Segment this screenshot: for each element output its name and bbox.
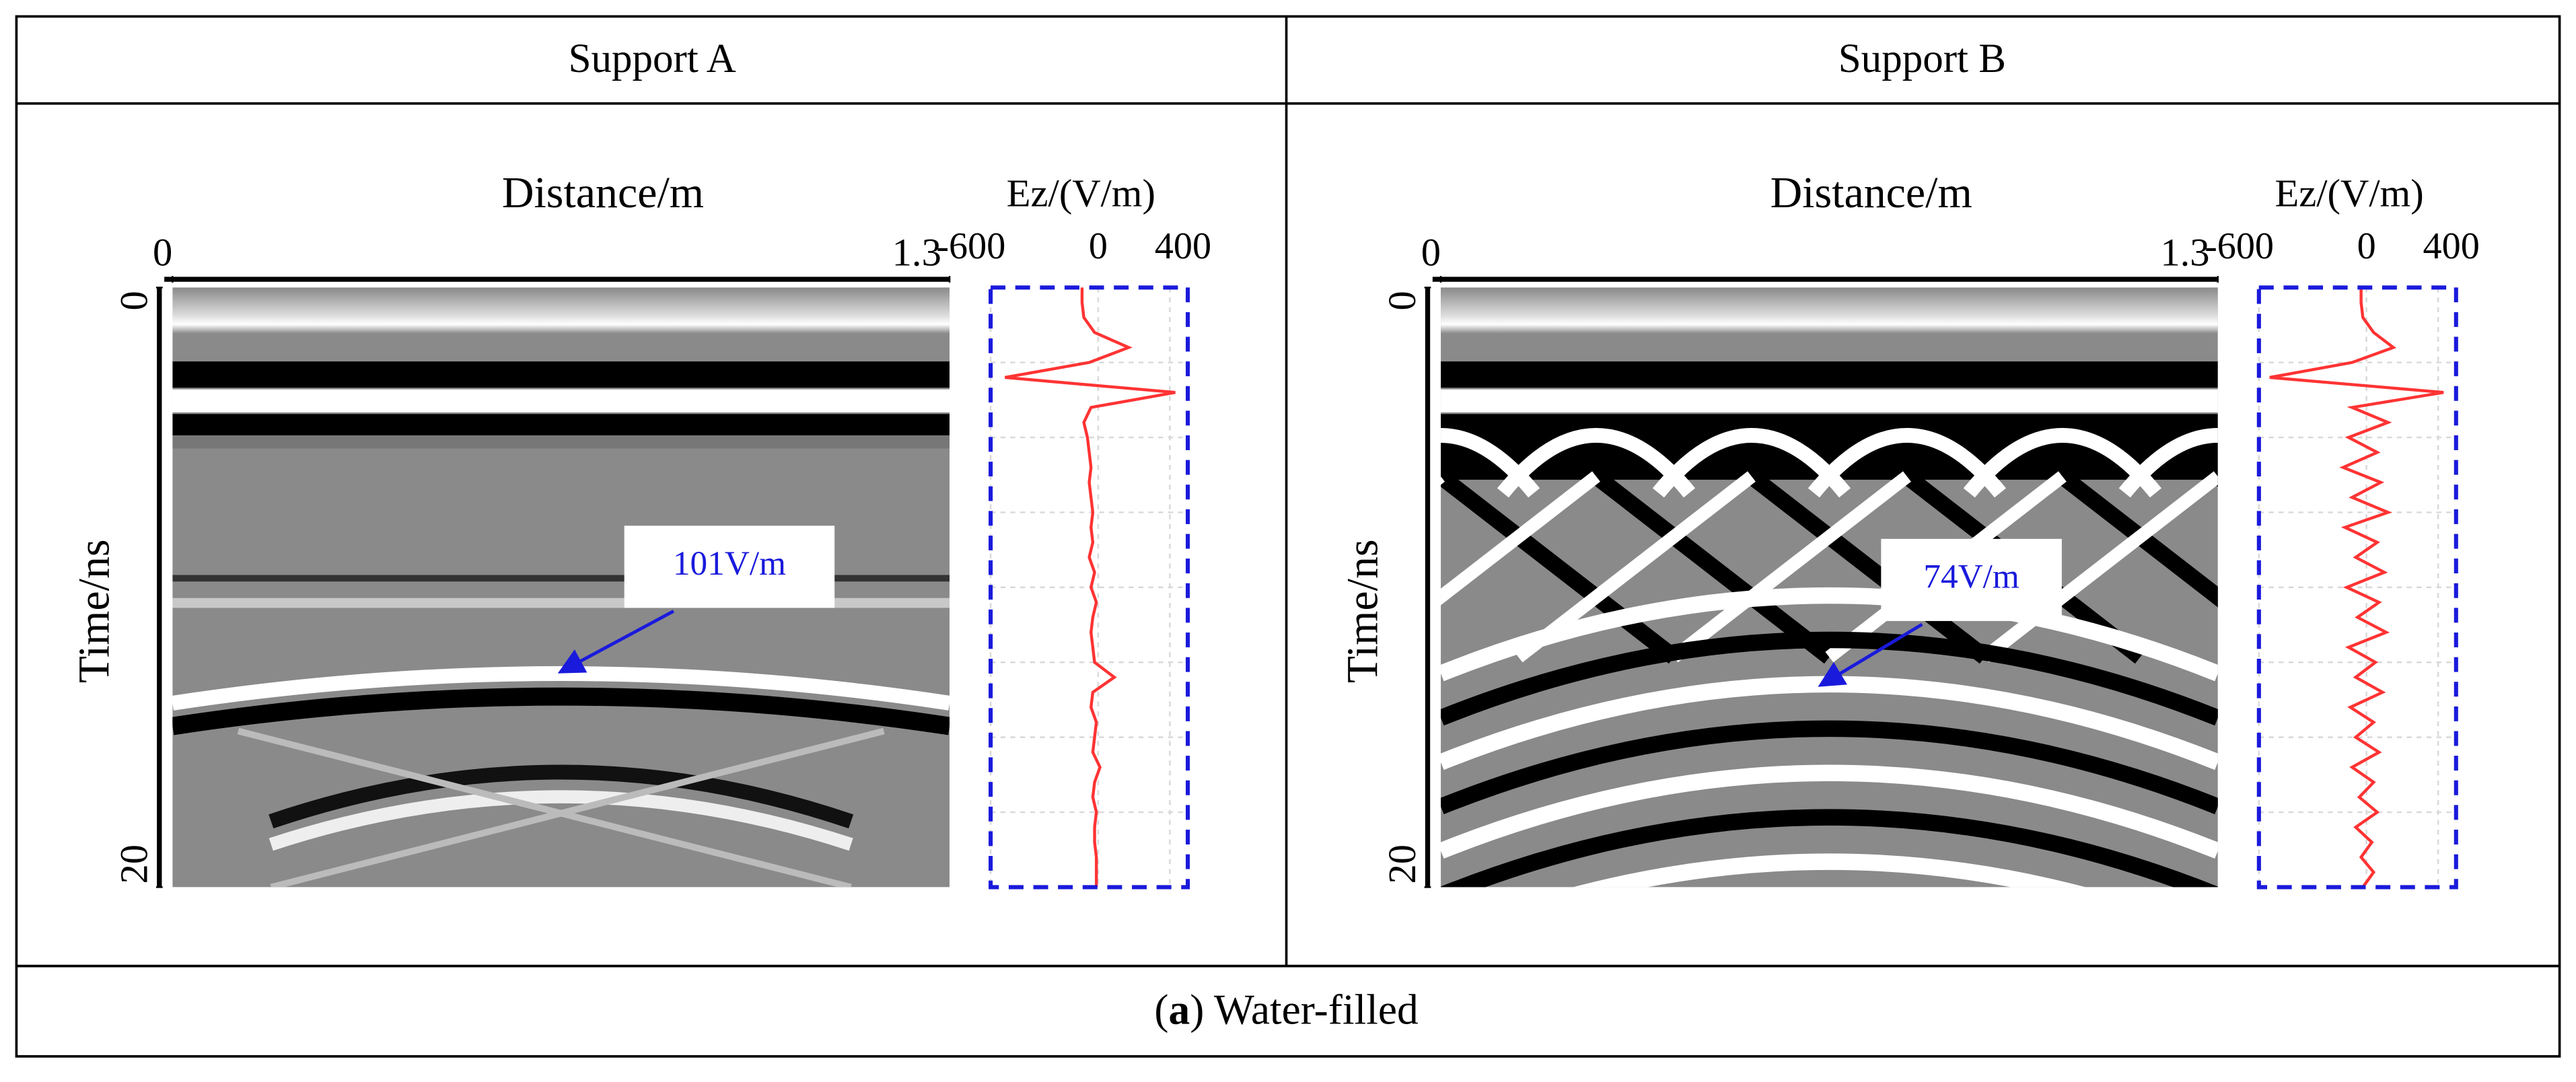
y-tick-label: 20 — [112, 844, 156, 884]
x-tick-label: -600 — [2205, 225, 2274, 267]
diffraction — [237, 727, 852, 888]
y-axis-title: Time/ns — [1338, 539, 1387, 683]
x-tick-label: 0 — [1089, 225, 1108, 267]
x-tick-label: -600 — [936, 225, 1005, 267]
x-tick-label: 1.3 — [2160, 230, 2209, 274]
y-tick-label: 20 — [1380, 844, 1424, 884]
diagonal — [2213, 476, 2218, 487]
diagonal — [1980, 471, 2218, 663]
x-tick-label: 1.3 — [892, 230, 941, 274]
caption-open: ( — [1154, 985, 1168, 1033]
x-tick-label: 0 — [1421, 230, 1441, 274]
band — [172, 287, 950, 334]
annotation: 101V/m — [673, 544, 786, 583]
annotation-box — [1881, 538, 2062, 621]
band — [172, 435, 950, 449]
trace-frame — [2256, 285, 2458, 890]
diagonal — [1441, 470, 1679, 664]
caption: (a) Water-filled — [1154, 985, 1418, 1033]
reflection — [1441, 809, 2218, 888]
trace-line — [2269, 287, 2444, 888]
band — [172, 361, 950, 388]
column-header: Support A — [569, 36, 736, 81]
reflection — [1441, 587, 2218, 682]
y-axis-title: Time/ns — [70, 539, 119, 683]
x-tick-label: 0 — [153, 230, 172, 274]
annotation-arrow — [557, 610, 675, 674]
x-tick-label: 0 — [2357, 225, 2376, 267]
band — [1441, 361, 2218, 388]
trace-title: Ez/(V/m) — [2275, 171, 2423, 215]
column-header: Support B — [1838, 36, 2006, 81]
arch — [1963, 428, 2161, 498]
radargram — [1441, 287, 2218, 984]
reflection — [1573, 853, 2086, 888]
arch — [1497, 428, 1696, 498]
y-tick-label: 0 — [112, 291, 156, 310]
reflection — [172, 687, 950, 735]
arch — [1808, 428, 2006, 498]
arch — [1441, 428, 1540, 498]
diagonal — [1441, 471, 1600, 606]
reflection — [269, 764, 854, 829]
table-border — [15, 15, 2561, 1058]
trace-frame — [989, 285, 1190, 890]
reflection — [1441, 631, 2218, 726]
band — [1441, 389, 2218, 412]
y-tick-label: 0 — [1380, 291, 1424, 310]
annotation: 74V/m — [1923, 558, 2019, 596]
diagonal — [1441, 476, 1445, 485]
annotation-box — [624, 526, 835, 608]
x-tick-label: 400 — [1155, 225, 1211, 267]
annotation-arrow — [1818, 622, 1923, 687]
band — [1441, 287, 2218, 334]
reflection — [1441, 764, 2218, 859]
x-axis-title: Distance/m — [502, 168, 704, 217]
reflection — [269, 790, 853, 851]
trace-line — [1005, 287, 1176, 888]
diagonal — [1591, 470, 1834, 664]
band — [172, 414, 950, 436]
arch — [2118, 428, 2218, 498]
caption-text: Water-filled — [1214, 985, 1419, 1033]
diagonal — [2057, 470, 2218, 608]
diagonal — [1670, 471, 1911, 663]
caption-label: a — [1168, 985, 1190, 1033]
reflection — [1441, 906, 2218, 984]
reflection — [172, 666, 950, 711]
trace-title: Ez/(V/m) — [1007, 171, 1155, 215]
x-tick-label: 400 — [2423, 225, 2480, 267]
diagonal — [1746, 470, 1990, 664]
diffraction — [270, 727, 885, 888]
reflection — [1441, 720, 2218, 815]
band — [172, 389, 950, 412]
x-axis-title: Distance/m — [1770, 168, 1972, 217]
caption-close: ) — [1190, 985, 1204, 1033]
arch — [1652, 428, 1851, 498]
